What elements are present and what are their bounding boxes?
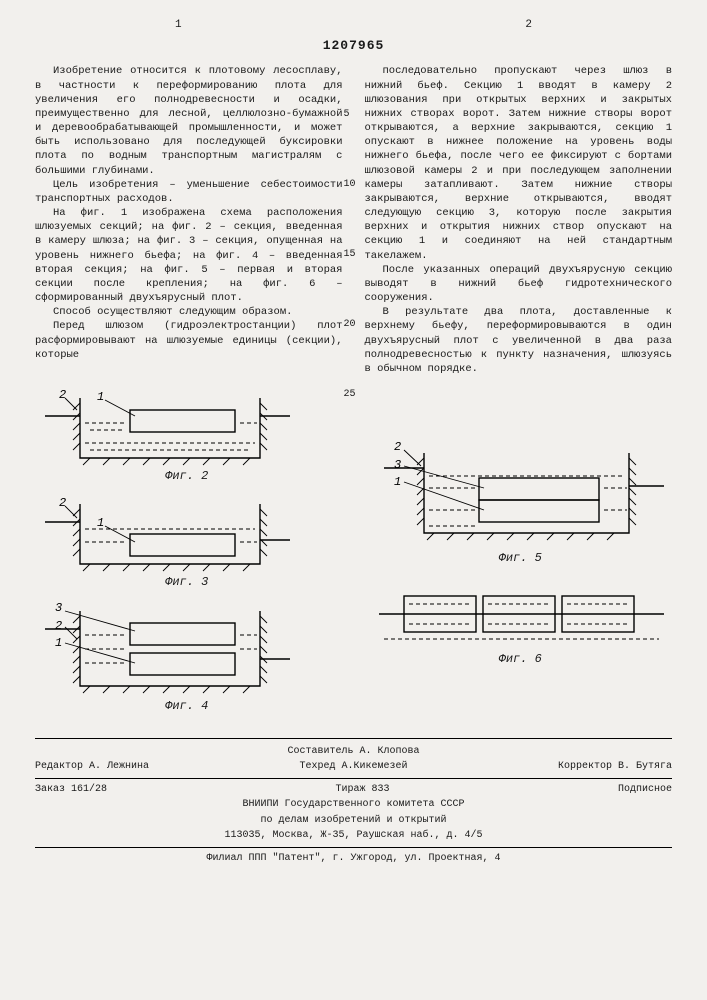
figure-label: Фиг. 6 bbox=[369, 651, 673, 667]
figure-5: 2 3 1 Фиг. 5 bbox=[369, 438, 673, 566]
footer-compiler: Составитель А. Клопова bbox=[35, 745, 672, 759]
footer-addr: Филиал ППП "Патент", г. Ужгород, ул. Про… bbox=[35, 852, 672, 866]
figure-6: Фиг. 6 bbox=[369, 584, 673, 667]
footer-circulation: Тираж 833 bbox=[335, 783, 389, 797]
line-marker: 25 bbox=[344, 388, 356, 402]
figure-label: Фиг. 4 bbox=[35, 698, 339, 714]
line-marker: 15 bbox=[344, 248, 356, 262]
line-marker: 20 bbox=[344, 318, 356, 332]
footer-addr: 113035, Москва, Ж-35, Раушская наб., д. … bbox=[35, 829, 672, 843]
paragraph: Перед шлюзом (гидроэлектростанции) плот … bbox=[35, 319, 343, 362]
figure-2: 2 1 Фиг. 2 bbox=[35, 388, 339, 484]
footer-org: ВНИИПИ Государственного комитета СССР bbox=[35, 798, 672, 812]
page-num-right: 2 bbox=[525, 18, 532, 33]
paragraph: Способ осуществляют следующим образом. bbox=[35, 305, 343, 319]
line-marker: 5 bbox=[344, 108, 350, 122]
figures-area: 2 1 Фиг. 2 bbox=[35, 388, 672, 724]
footer-org: по делам изобретений и открытий bbox=[35, 814, 672, 828]
footer-tech: Техред А.Кикемезей bbox=[299, 760, 407, 774]
callout: 1 bbox=[394, 475, 401, 489]
footer-corrector: Корректор В. Бутяга bbox=[558, 760, 672, 774]
footer-order: Заказ 161/28 bbox=[35, 783, 107, 797]
footer-editor: Редактор А. Лежнина bbox=[35, 760, 149, 774]
paragraph: Изобретение относится к плотовому лесосп… bbox=[35, 64, 343, 177]
callout: 3 bbox=[55, 601, 62, 615]
callout: 1 bbox=[97, 516, 104, 530]
callout: 2 bbox=[59, 388, 66, 402]
callout: 1 bbox=[55, 636, 62, 650]
paragraph: На фиг. 1 изображена схема расположения … bbox=[35, 206, 343, 305]
figure-label: Фиг. 3 bbox=[35, 574, 339, 590]
callout: 1 bbox=[97, 390, 104, 404]
right-column: последовательно пропускают через шлюз в … bbox=[365, 64, 673, 376]
paragraph: Цель изобретения – уменьшение себестоимо… bbox=[35, 178, 343, 206]
document-number: 1207965 bbox=[35, 37, 672, 55]
callout: 2 bbox=[59, 496, 66, 510]
figure-label: Фиг. 2 bbox=[35, 468, 339, 484]
paragraph: После указанных операций двухъярусную се… bbox=[365, 263, 673, 306]
footer-subscription: Подписное bbox=[618, 783, 672, 797]
paragraph: последовательно пропускают через шлюз в … bbox=[365, 64, 673, 262]
figure-4: 3 2 1 Фиг. 4 bbox=[35, 601, 339, 714]
page-num-left: 1 bbox=[175, 18, 182, 33]
figure-label: Фиг. 5 bbox=[369, 550, 673, 566]
left-column: Изобретение относится к плотовому лесосп… bbox=[35, 64, 343, 376]
footer: Составитель А. Клопова Редактор А. Лежни… bbox=[35, 738, 672, 866]
callout: 3 bbox=[394, 458, 401, 472]
callout: 2 bbox=[55, 619, 62, 633]
figure-3: 2 1 Фиг. 3 bbox=[35, 494, 339, 590]
callout: 2 bbox=[394, 440, 401, 454]
paragraph: В результате два плота, доставленные к в… bbox=[365, 305, 673, 376]
line-marker: 10 bbox=[344, 178, 356, 192]
